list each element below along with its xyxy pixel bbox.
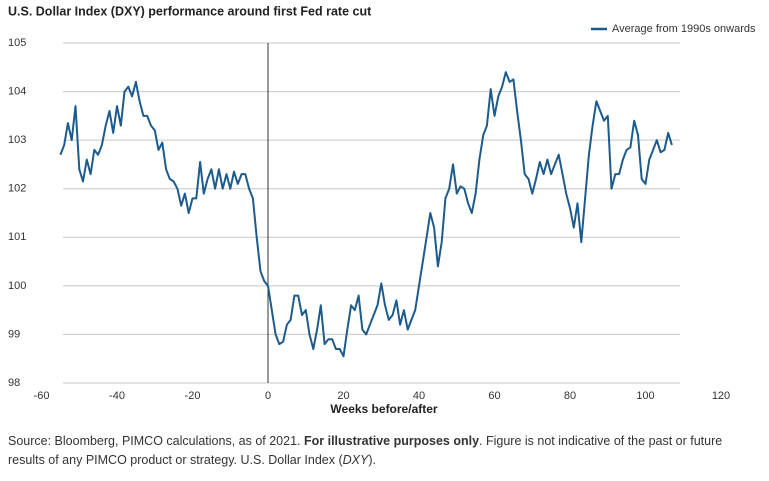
x-tick-label: 20 [337, 390, 349, 402]
x-tick-label: 120 [712, 390, 730, 402]
x-tick-label: 80 [564, 390, 576, 402]
y-tick-label: 102 [8, 183, 26, 195]
y-tick-label: 98 [8, 377, 20, 389]
source-bold: For illustrative purposes only [303, 434, 480, 448]
x-tick-label: 100 [636, 390, 654, 402]
chart: U.S. Dollar Index (DXY) performance arou… [8, 4, 756, 416]
x-tick-label: 60 [488, 390, 500, 402]
source-text: . Figure is not indicative of the past o… [8, 434, 723, 467]
y-tick-label: 100 [8, 280, 26, 292]
y-tick-label: 103 [8, 134, 26, 146]
x-tick-label: 40 [413, 390, 425, 402]
y-tick-label: 104 [8, 85, 26, 97]
y-tick-label: 99 [8, 328, 20, 340]
data-line [59, 71, 673, 358]
y-tick-label: 105 [8, 37, 26, 49]
x-tick-label: 0 [265, 390, 271, 402]
legend-label: Average from 1990s onwards [612, 23, 756, 35]
source-note: Source: Bloomberg, PIMCO calculations, a… [8, 432, 758, 470]
x-tick-label: -20 [185, 390, 201, 402]
x-axis-label: Weeks before/after [330, 402, 437, 416]
chart-title: U.S. Dollar Index (DXY) performance arou… [8, 4, 372, 18]
x-tick-label: -40 [109, 390, 125, 402]
source-text: ). [368, 453, 376, 467]
x-tick-label: -60 [34, 390, 50, 402]
source-italic: DXY [342, 453, 369, 467]
y-tick-label: 101 [8, 231, 26, 243]
source-text: Source: Bloomberg, PIMCO calculations, a… [8, 434, 304, 448]
